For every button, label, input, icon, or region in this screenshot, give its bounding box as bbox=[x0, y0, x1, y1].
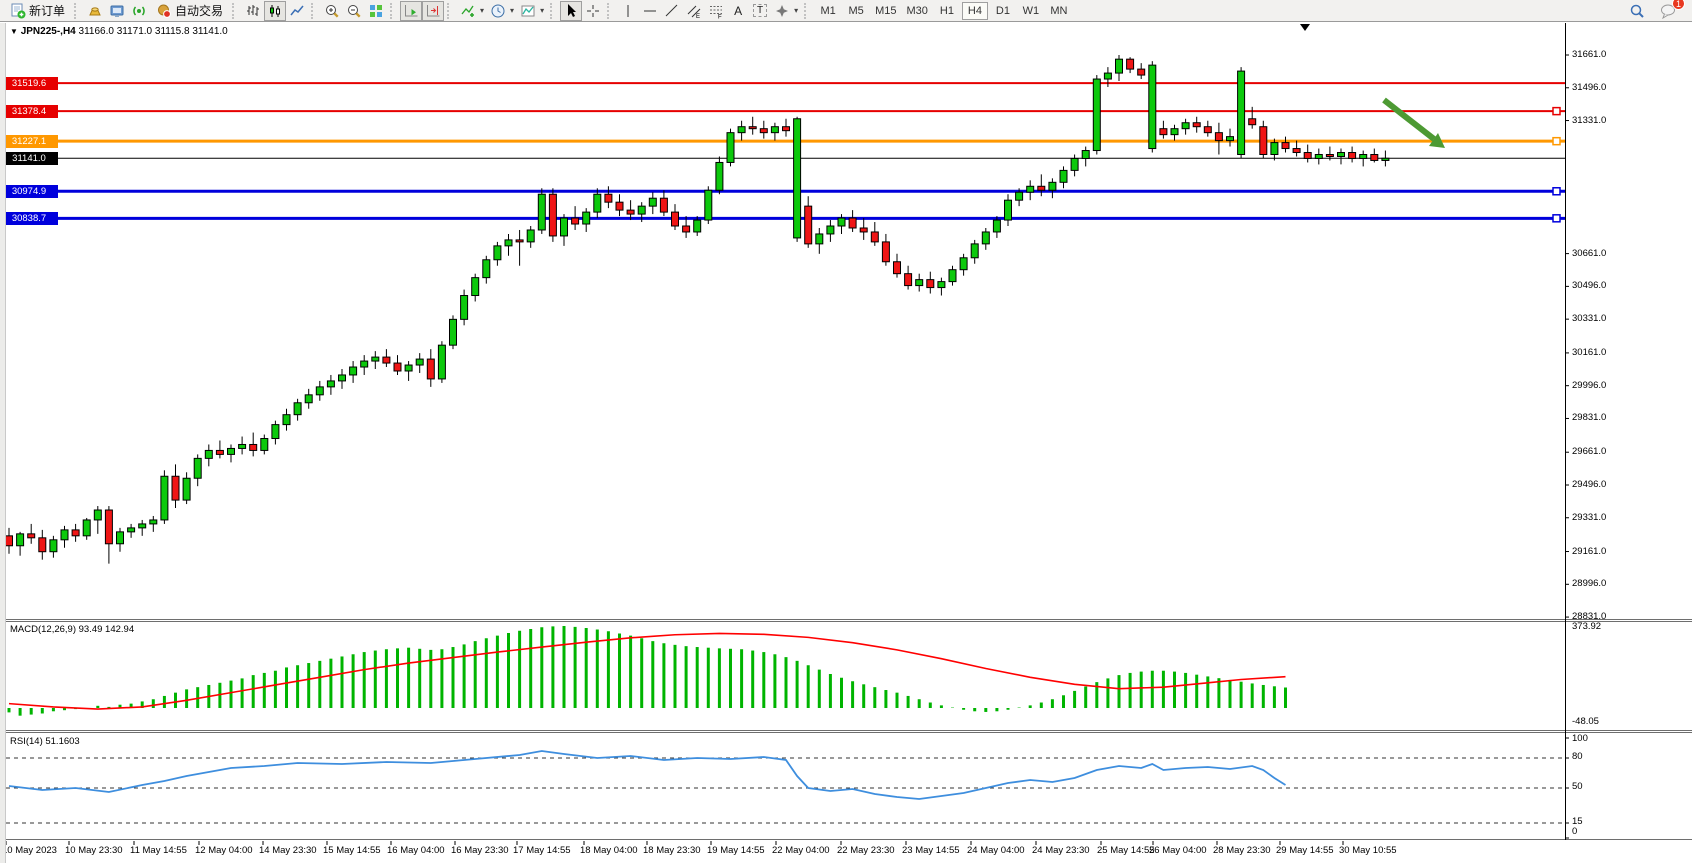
vertical-line-icon bbox=[620, 3, 636, 19]
svg-text:E: E bbox=[696, 14, 700, 19]
template-icon bbox=[520, 3, 536, 19]
chevron-down-icon: ▾ bbox=[794, 6, 799, 15]
indicators-icon bbox=[460, 3, 476, 19]
tile-windows-icon bbox=[368, 3, 384, 19]
text-tool-button[interactable]: A bbox=[727, 1, 749, 21]
notification-badge: 1 bbox=[1672, 0, 1685, 10]
text-label-tool-button[interactable]: T bbox=[749, 1, 771, 21]
candlestick-icon bbox=[267, 3, 283, 19]
arrows-tool-button[interactable]: ▾ bbox=[771, 1, 801, 21]
toolbar-grip bbox=[804, 2, 811, 19]
timeframe-button-mn[interactable]: MN bbox=[1046, 2, 1072, 20]
fibonacci-icon: F bbox=[708, 3, 724, 19]
toolbar-grip bbox=[550, 2, 557, 19]
timeframe-button-m15[interactable]: M15 bbox=[871, 2, 900, 20]
auto-scroll-button[interactable] bbox=[400, 0, 423, 21]
new-order-label: 新订单 bbox=[29, 4, 66, 18]
chart-title: ▼ JPN225-,H4 31166.0 31171.0 31115.8 311… bbox=[10, 26, 228, 37]
text-tool-icon: A bbox=[734, 3, 743, 18]
fibonacci-tool-button[interactable]: F bbox=[705, 1, 727, 21]
autotrade-label: 自动交易 bbox=[175, 4, 224, 18]
tile-windows-button[interactable] bbox=[365, 1, 387, 21]
timeframe-button-h1[interactable]: H1 bbox=[934, 2, 960, 20]
zoom-in-icon bbox=[324, 3, 340, 19]
timeframe-button-m1[interactable]: M1 bbox=[815, 2, 841, 20]
zoom-out-button[interactable] bbox=[343, 1, 365, 21]
timeframe-toolbar: M1 M5 M15 M30 H1 H4 D1 W1 MN bbox=[814, 1, 1073, 20]
periods-button[interactable]: ▾ bbox=[487, 1, 517, 21]
auto-scroll-icon bbox=[403, 3, 419, 19]
signals-button[interactable] bbox=[128, 1, 150, 21]
templates-button[interactable]: ▾ bbox=[517, 1, 547, 21]
notifications-button[interactable]: 1 bbox=[1656, 0, 1685, 21]
chart-shift-icon bbox=[425, 3, 441, 19]
crosshair-icon bbox=[585, 3, 601, 19]
gold-icon bbox=[87, 3, 103, 19]
clock-icon bbox=[490, 3, 506, 19]
market-watch-button[interactable] bbox=[84, 1, 106, 21]
search-icon bbox=[1629, 3, 1645, 19]
toolbar-grip bbox=[390, 2, 397, 19]
autotrade-button[interactable]: 自动交易 bbox=[150, 1, 229, 21]
toolbar-grip bbox=[74, 2, 81, 19]
window-left-border bbox=[0, 23, 6, 863]
timeframe-button-h4[interactable]: H4 bbox=[961, 1, 988, 20]
trendline-icon bbox=[664, 3, 680, 19]
indicators-button[interactable]: ▾ bbox=[457, 1, 487, 21]
chevron-down-icon: ▾ bbox=[510, 6, 515, 15]
crosshair-tool-button[interactable] bbox=[582, 1, 604, 21]
timeframe-button-w1[interactable]: W1 bbox=[1018, 2, 1044, 20]
search-button[interactable] bbox=[1626, 1, 1648, 21]
channel-tool-button[interactable]: E bbox=[683, 1, 705, 21]
horizontal-line-icon bbox=[642, 3, 658, 19]
bar-chart-icon bbox=[245, 3, 261, 19]
timeframe-button-d1[interactable]: D1 bbox=[990, 2, 1016, 20]
new-order-button[interactable]: 新订单 bbox=[4, 1, 71, 21]
zoom-out-icon bbox=[346, 3, 362, 19]
signal-icon bbox=[131, 3, 147, 19]
line-chart-button[interactable] bbox=[286, 1, 308, 21]
channel-icon: E bbox=[686, 3, 702, 19]
toolbar-grip bbox=[232, 2, 239, 19]
chevron-down-icon: ▾ bbox=[480, 6, 485, 15]
timeframe-button-m5[interactable]: M5 bbox=[843, 2, 869, 20]
chevron-down-icon: ▾ bbox=[540, 6, 545, 15]
cursor-tool-button[interactable] bbox=[560, 0, 583, 21]
horizontal-line-tool-button[interactable] bbox=[639, 1, 661, 21]
toolbar-grip bbox=[311, 2, 318, 19]
toolbar-grip bbox=[607, 2, 614, 19]
svg-text:F: F bbox=[718, 14, 722, 19]
chart-symbol-period: JPN225-,H4 bbox=[20, 26, 76, 37]
text-label-icon: T bbox=[753, 4, 768, 17]
arrows-tool-icon bbox=[774, 3, 790, 19]
chart-shift-button[interactable] bbox=[422, 0, 445, 21]
chat-icon bbox=[1659, 3, 1677, 19]
chart-dropdown-icon[interactable]: ▼ bbox=[10, 27, 18, 36]
trendline-tool-button[interactable] bbox=[661, 1, 683, 21]
new-order-icon bbox=[10, 3, 26, 19]
toolbar-grip bbox=[447, 2, 454, 19]
chart-ohlc-values: 31166.0 31171.0 31115.8 31141.0 bbox=[78, 26, 228, 37]
vertical-line-tool-button[interactable] bbox=[617, 1, 639, 21]
cursor-icon bbox=[563, 3, 579, 19]
line-chart-icon bbox=[289, 3, 305, 19]
autotrade-icon bbox=[156, 3, 172, 19]
bar-chart-button[interactable] bbox=[242, 1, 264, 21]
monitor-icon bbox=[109, 3, 125, 19]
zoom-in-button[interactable] bbox=[321, 1, 343, 21]
timeframe-button-m30[interactable]: M30 bbox=[903, 2, 932, 20]
toolbar: 新订单 自动交易 ▾ ▾ ▾ E F bbox=[0, 0, 1692, 22]
data-window-button[interactable] bbox=[106, 1, 128, 21]
candlestick-chart-button[interactable] bbox=[264, 0, 287, 21]
